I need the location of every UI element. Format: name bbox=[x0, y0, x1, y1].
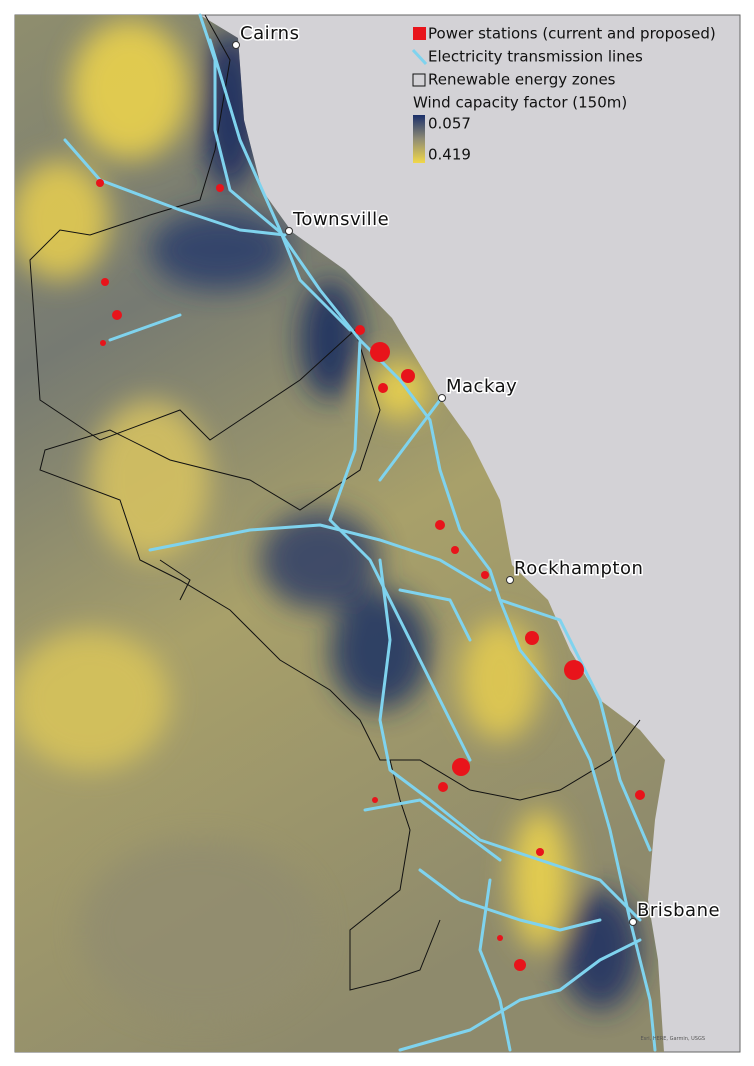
renewable-energy-zones bbox=[29, 14, 641, 991]
place-dot bbox=[629, 918, 637, 926]
place-label: Townsville bbox=[292, 209, 389, 230]
place-label: Rockhampton bbox=[514, 558, 643, 579]
attribution: Esri, HERE, Garmin, USGS bbox=[640, 1036, 705, 1042]
scale-title: Wind capacity factor (150m) bbox=[413, 94, 627, 112]
legend-swatch bbox=[412, 73, 426, 87]
legend-item: Renewable energy zones bbox=[428, 71, 616, 89]
legend-swatch bbox=[413, 27, 426, 40]
scale-label: 0.419 bbox=[428, 146, 471, 164]
scale-bar bbox=[413, 115, 425, 163]
place-label: Mackay bbox=[446, 376, 517, 397]
scale-label: 0.057 bbox=[428, 115, 471, 133]
places: Cairns Townsville Mackay Rockhampton Brisban… bbox=[232, 22, 721, 926]
legend-swatch bbox=[411, 48, 428, 66]
legend-item: Power stations (current and proposed) bbox=[428, 25, 716, 43]
place-dot bbox=[232, 41, 240, 49]
legend: Power stations (current and proposed) El… bbox=[411, 25, 716, 164]
place-label: Brisbane bbox=[637, 900, 720, 921]
place-label: Cairns bbox=[240, 23, 299, 44]
legend-item: Electricity transmission lines bbox=[428, 48, 643, 66]
place-dot bbox=[285, 227, 293, 235]
transmission-lines bbox=[63, 13, 657, 1052]
power-stations bbox=[96, 179, 645, 971]
place-dot bbox=[506, 576, 514, 584]
place-dot bbox=[438, 394, 446, 402]
